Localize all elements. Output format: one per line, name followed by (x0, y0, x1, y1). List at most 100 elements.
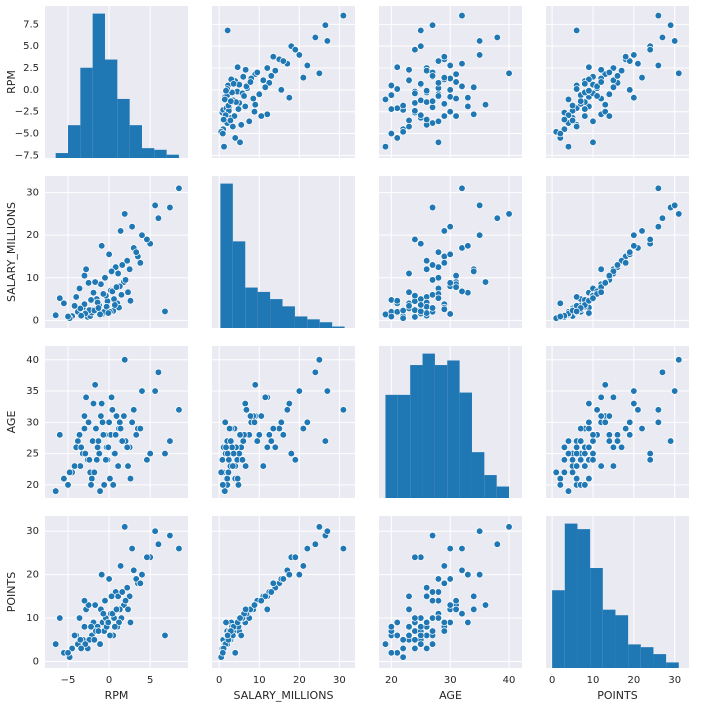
scatter-point (638, 73, 646, 82)
scatter-point (303, 418, 311, 426)
scatter-point (481, 278, 490, 286)
scatter-point (88, 474, 96, 483)
scatter-point (626, 431, 634, 439)
scatter-point (143, 553, 151, 561)
scatter-point (90, 636, 98, 644)
scatter-point (589, 437, 597, 445)
scatter-point (271, 66, 279, 75)
scatter-point (295, 51, 303, 59)
x-tick-label: 40 (503, 675, 516, 686)
scatter-point (101, 274, 109, 282)
scatter-point (112, 431, 120, 439)
scatter-point (601, 101, 609, 109)
scatter-point (572, 85, 581, 93)
scatter-point (411, 553, 419, 561)
scatter-point (675, 69, 683, 77)
scatter-point (82, 265, 90, 273)
scatter-point (229, 80, 238, 88)
scatter-point (291, 46, 299, 54)
scatter-point (81, 449, 89, 458)
scatter-point (315, 523, 324, 531)
scatter-point (104, 618, 112, 627)
scatter-point (440, 73, 448, 82)
scatter-point (107, 592, 116, 600)
scatter-point (91, 601, 99, 609)
scatter-point (56, 294, 64, 302)
scatter-point (399, 314, 407, 322)
scatter-point (89, 399, 98, 408)
scatter-point (564, 437, 573, 445)
scatter-point (269, 424, 277, 433)
scatter-point (250, 418, 259, 426)
scatter-point (321, 437, 330, 445)
scatter-point (94, 304, 103, 312)
scatter-point (585, 418, 593, 426)
scatter-point (271, 443, 279, 451)
scatter-point (671, 387, 679, 395)
scatter-point (428, 640, 437, 648)
y-tick-label: 10 (26, 273, 39, 284)
scatter-point (440, 579, 448, 587)
y-tick-label: 0 (33, 656, 39, 667)
histogram-bar (552, 590, 565, 668)
x-tick-label: 10 (253, 675, 266, 686)
y-tick-label: −7.5 (15, 150, 39, 161)
scatter-point (417, 623, 425, 631)
scatter-point (321, 21, 330, 29)
scatter-point (475, 231, 484, 239)
scatter-point (279, 431, 287, 439)
scatter-point (265, 431, 273, 439)
scatter-point (646, 449, 654, 458)
scatter-point (96, 640, 104, 648)
scatter-point (638, 424, 646, 433)
scatter-point (91, 381, 99, 389)
histogram-bar (257, 291, 271, 328)
scatter-point (241, 605, 250, 614)
scatter-point (630, 399, 638, 408)
scatter-point (89, 289, 98, 297)
y-tick-label: 0 (33, 315, 39, 326)
histogram-bar (447, 360, 460, 498)
x-axis-label: POINTS (597, 689, 637, 702)
scatter-point (560, 456, 569, 464)
scatter-point (80, 424, 89, 433)
scatter-point (226, 116, 235, 125)
x-tick-label: 10 (587, 675, 600, 686)
scatter-point (411, 614, 419, 622)
scatter-point (166, 203, 174, 212)
y-axis-label: POINTS (5, 572, 18, 612)
scatter-point (80, 597, 89, 605)
x-tick-label: 20 (385, 675, 398, 686)
scatter-point (405, 605, 413, 614)
scatter-point (166, 437, 174, 445)
scatter-point (138, 231, 146, 239)
scatter-point (446, 86, 454, 94)
scatter-point (112, 412, 121, 420)
scatter-point (601, 381, 609, 389)
scatter-point (151, 201, 159, 210)
histogram-bar (319, 322, 333, 328)
scatter-point (572, 293, 581, 301)
scatter-point (597, 78, 605, 86)
histogram-bar (232, 241, 246, 328)
scatter-point (440, 53, 448, 61)
scatter-point (249, 94, 257, 103)
scatter-point (417, 240, 425, 248)
scatter-point (238, 456, 247, 464)
scatter-point (581, 481, 589, 489)
scatter-point (446, 601, 454, 609)
scatter-point (75, 431, 84, 439)
scatter-point (577, 456, 585, 464)
scatter-point (236, 431, 244, 439)
scatter-point (458, 11, 466, 20)
scatter-point (464, 102, 472, 111)
scatter-point (161, 631, 169, 640)
scatter-point (572, 449, 581, 458)
histogram-bar (471, 452, 485, 498)
scatter-point (556, 299, 564, 307)
scatter-point (428, 531, 437, 540)
histogram-bar (397, 394, 411, 498)
scatter-point (417, 26, 425, 35)
scatter-point (132, 431, 140, 439)
scatter-point (234, 481, 243, 489)
